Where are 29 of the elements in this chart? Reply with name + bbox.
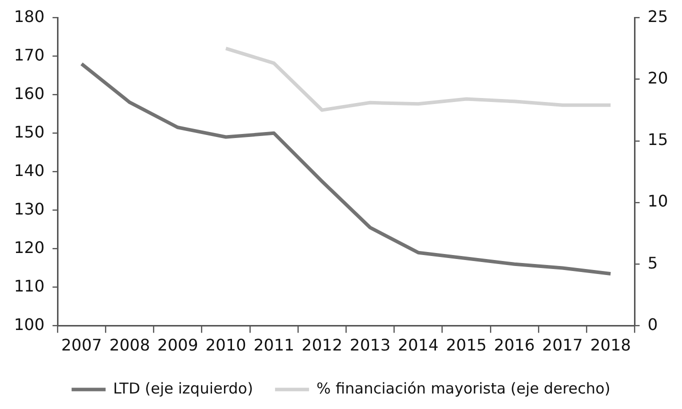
y-tick-label: 100	[14, 314, 45, 334]
y2-tick-label: 5	[648, 253, 658, 272]
x-tick-label: 2018	[590, 336, 631, 355]
legend-label: % financiación mayorista (eje derecho)	[316, 379, 610, 398]
y2-tick-label: 25	[648, 6, 668, 26]
x-tick-label: 2017	[542, 336, 583, 355]
y-tick-label: 110	[14, 276, 45, 296]
x-tick-label: 2011	[254, 336, 294, 355]
y2-tick-label: 0	[648, 314, 658, 334]
x-tick-label: 2016	[494, 336, 535, 355]
x-tick-label: 2010	[206, 336, 246, 355]
y-tick-label: 140	[14, 160, 45, 180]
y-tick-label: 160	[14, 84, 45, 103]
x-tick-label: 2007	[61, 336, 102, 355]
x-tick-label: 2013	[350, 336, 390, 355]
x-tick-label: 2015	[446, 336, 487, 355]
y-tick-label: 150	[14, 122, 45, 142]
y2-tick-label: 15	[648, 130, 668, 150]
y-tick-label: 170	[14, 45, 45, 64]
y2-tick-label: 10	[648, 192, 668, 211]
y-tick-label: 180	[14, 6, 45, 26]
y-tick-label: 130	[14, 199, 45, 218]
x-tick-label: 2008	[109, 336, 150, 355]
legend-label: LTD (eje izquierdo)	[113, 379, 254, 398]
y-tick-label: 120	[14, 238, 45, 257]
x-tick-label: 2012	[302, 336, 342, 355]
x-tick-label: 2014	[398, 336, 439, 355]
x-tick-label: 2009	[157, 336, 198, 355]
y2-tick-label: 20	[648, 68, 668, 88]
